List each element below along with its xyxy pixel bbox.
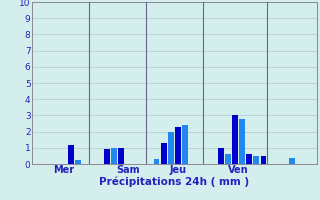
Bar	[68, 145, 74, 164]
Bar	[253, 156, 259, 164]
Bar	[161, 143, 167, 164]
Bar	[182, 125, 188, 164]
Bar	[175, 127, 181, 164]
Bar	[260, 156, 266, 164]
Bar	[239, 119, 245, 164]
Bar	[225, 154, 231, 164]
X-axis label: Précipitations 24h ( mm ): Précipitations 24h ( mm )	[99, 177, 250, 187]
Bar	[218, 148, 224, 164]
Bar	[168, 132, 174, 164]
Bar	[104, 149, 110, 164]
Bar	[111, 148, 117, 164]
Bar	[232, 115, 238, 164]
Bar	[246, 154, 252, 164]
Bar	[118, 148, 124, 164]
Bar	[289, 158, 295, 164]
Bar	[154, 159, 159, 164]
Bar	[76, 160, 81, 164]
